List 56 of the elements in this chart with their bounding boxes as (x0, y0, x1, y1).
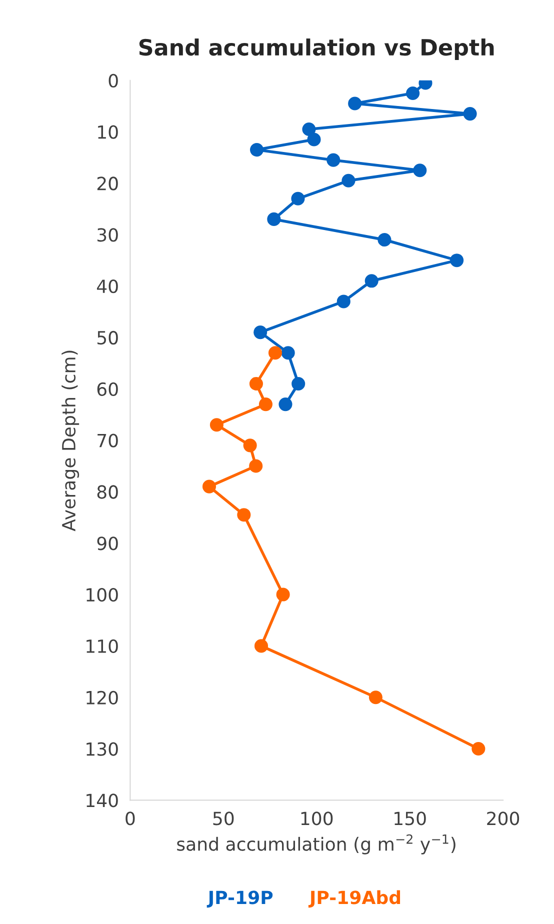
point (291, 192, 305, 206)
point (276, 588, 290, 602)
point (249, 376, 263, 390)
point (243, 438, 257, 452)
x-tick-label: 0 (126, 812, 135, 826)
point (326, 153, 340, 167)
chart-title: Sand accumulation vs Depth (139, 38, 494, 60)
y-axis-title: Average Depth (cm) (62, 350, 80, 532)
point (258, 398, 272, 412)
point (472, 742, 486, 756)
y-tick-label: 10 (98, 125, 118, 139)
text: JP-19P (206, 890, 273, 908)
y-tick-label: 130 (86, 742, 118, 756)
point (342, 174, 356, 188)
point (406, 86, 420, 100)
y-tick-label: 30 (97, 228, 118, 242)
point (237, 508, 251, 522)
y-tick-label: 0 (108, 74, 118, 88)
point (450, 254, 464, 268)
point (364, 274, 378, 288)
x-tick-label: 50 (213, 812, 234, 826)
y-tick-label: 100 (86, 588, 118, 602)
y-tick-label: 20 (97, 176, 118, 190)
point (254, 639, 268, 653)
point (254, 326, 268, 340)
point (302, 122, 316, 136)
point (336, 294, 350, 308)
x-axis-title: sand accumulation (g m$^{−2}$ y$^{−1}$) (177, 834, 456, 854)
point (378, 233, 392, 247)
x-tick-label: 100 (301, 812, 333, 826)
point (202, 480, 216, 494)
text: JP-19Abd (308, 890, 400, 908)
point (250, 143, 264, 157)
point (268, 346, 282, 360)
point (278, 398, 292, 412)
point (292, 376, 306, 390)
point (307, 132, 321, 146)
y-tick-label: 120 (86, 690, 118, 704)
y-tick-label: 70 (98, 434, 118, 448)
y-tick-label: 80 (97, 485, 118, 499)
y-tick-label: 40 (96, 280, 118, 294)
point (413, 164, 427, 178)
y-tick-label: 60 (97, 382, 118, 396)
point (281, 346, 295, 360)
point (267, 212, 281, 226)
point (348, 96, 362, 110)
point (249, 459, 263, 473)
x-tick-label: 200 (487, 812, 520, 826)
point (210, 418, 224, 432)
point (463, 107, 477, 121)
y-tick-label: 140 (86, 794, 118, 808)
y-tick-label: 50 (97, 330, 118, 345)
x-tick-label: 150 (394, 812, 426, 826)
y-tick-label: 110 (86, 639, 118, 654)
y-tick-label: 90 (97, 536, 118, 550)
point (368, 690, 382, 704)
